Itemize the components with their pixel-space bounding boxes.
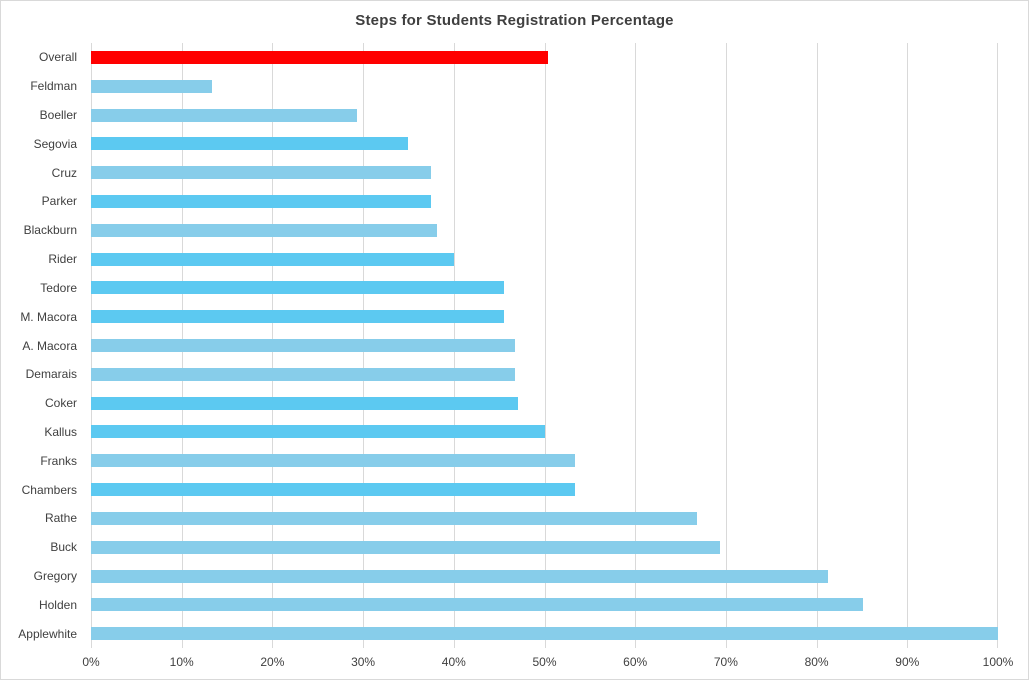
category-label: Holden (38, 597, 77, 612)
x-tick-label: 80% (804, 655, 829, 669)
bar-demarais (91, 367, 515, 381)
category-label: Blackburn (23, 223, 77, 238)
x-tick-label: 100% (982, 655, 1014, 669)
category-label: Boeller (39, 108, 77, 123)
gridline (907, 43, 909, 648)
bar-coker (91, 396, 519, 410)
category-labels: Overall Feldman Boeller Segovia Cruz Parker Bl… (1, 43, 84, 648)
x-tick-label: 0% (82, 655, 100, 669)
category-label: Rider (48, 252, 77, 267)
x-tick-label: 70% (713, 655, 738, 669)
gridline (997, 43, 998, 648)
bar-feldman (91, 79, 212, 93)
bar-a-macora (91, 339, 515, 353)
x-tick-label: 40% (441, 655, 466, 669)
bar-row (91, 129, 998, 158)
bar-row (91, 72, 998, 101)
category-label: Parker (41, 194, 77, 209)
bar-rider (91, 252, 454, 266)
gridline (816, 43, 818, 648)
bar-row (91, 302, 998, 331)
bar-franks (91, 454, 576, 468)
bar-chambers (91, 483, 576, 497)
bar-row (91, 43, 998, 72)
bar-tedore (91, 281, 504, 295)
bar-buck (91, 540, 720, 554)
bar-row (91, 158, 998, 187)
x-tick-label: 50% (532, 655, 557, 669)
category-label: A. Macora (22, 338, 77, 353)
bar-row (91, 245, 998, 274)
category-label: Kallus (44, 424, 77, 439)
category-label: Cruz (51, 165, 77, 180)
bar-row (91, 389, 998, 418)
bar-blackburn (91, 223, 437, 237)
x-tick-label: 30% (351, 655, 376, 669)
bar-row (91, 101, 998, 130)
bar-row (91, 562, 998, 591)
bar-row (91, 331, 998, 360)
category-label: Feldman (30, 79, 77, 94)
category-label: Rathe (44, 511, 77, 526)
bar-row (91, 590, 998, 619)
bar-row (91, 360, 998, 389)
x-tick-label: 90% (895, 655, 920, 669)
bar-row (91, 619, 998, 648)
gridline (544, 43, 546, 648)
category-label: Gregory (33, 569, 77, 584)
bar-boeller (91, 108, 357, 122)
bar-row (91, 504, 998, 533)
category-label: Overall (38, 50, 77, 65)
category-label: Tedore (40, 280, 77, 295)
bar-rathe (91, 511, 697, 525)
x-axis: 0% 10% 20% 30% 40% 50% 60% 70% 80% 90% 100% (82, 648, 1013, 676)
chart-title: Steps for Students Registration Percenta… (355, 12, 674, 29)
plot-area (91, 43, 998, 648)
x-tick-label: 20% (260, 655, 285, 669)
bar-row (91, 274, 998, 303)
bar-row (91, 418, 998, 447)
category-label: Segovia (33, 136, 77, 151)
bar-holden (91, 598, 863, 612)
gridline (635, 43, 637, 648)
bar-kallus (91, 425, 545, 439)
bar-cruz (91, 166, 432, 180)
bar-parker (91, 194, 432, 208)
bar-overall (91, 50, 549, 64)
bar-row (91, 533, 998, 562)
bar-rows (91, 43, 998, 648)
category-label: M. Macora (20, 309, 77, 324)
bar-gregory (91, 569, 829, 583)
category-label: Buck (50, 540, 77, 555)
category-label: Franks (40, 453, 77, 468)
bar-segovia (91, 137, 409, 151)
bar-row (91, 187, 998, 216)
category-label: Chambers (21, 482, 77, 497)
x-tick-label: 60% (623, 655, 648, 669)
bar-m-macora (91, 310, 504, 324)
bar-applewhite (91, 627, 998, 641)
bar-row (91, 475, 998, 504)
category-label: Applewhite (18, 626, 77, 641)
bar-row (91, 216, 998, 245)
gridline (725, 43, 727, 648)
bar-row (91, 446, 998, 475)
category-label: Demarais (25, 367, 77, 382)
x-tick-label: 10% (169, 655, 194, 669)
category-label: Coker (44, 396, 77, 411)
